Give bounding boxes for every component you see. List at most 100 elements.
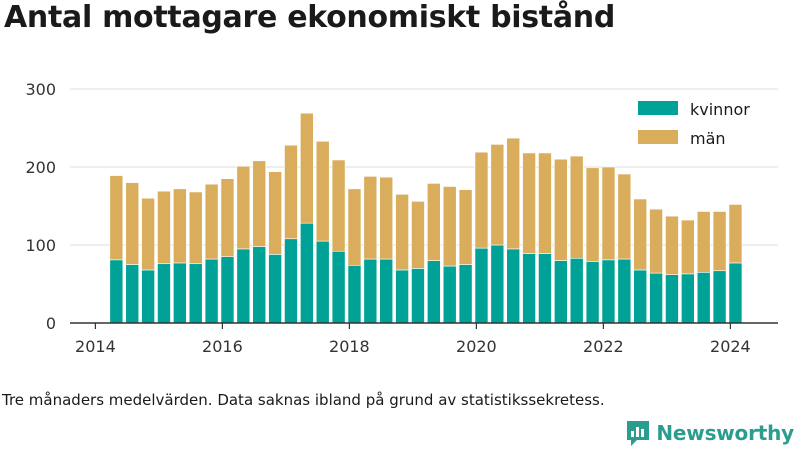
bar-kvinnor (538, 253, 552, 324)
bar-man (474, 151, 489, 249)
x-tick-label: 2016 (202, 337, 243, 356)
bar-kvinnor (585, 261, 600, 324)
bar-man (157, 190, 171, 265)
bar-kvinnor (125, 264, 140, 324)
bar-man (712, 211, 727, 272)
bar-kvinnor (109, 259, 124, 324)
bar-man (427, 183, 441, 261)
bar-man (554, 158, 568, 261)
bar-kvinnor (506, 248, 521, 324)
newsworthy-logo-icon (627, 421, 650, 446)
bar-man (490, 144, 505, 246)
bar-kvinnor (728, 262, 743, 324)
x-tick-label: 2018 (329, 337, 370, 356)
bar-man (236, 165, 251, 250)
bar-man (617, 173, 632, 260)
bar-kvinnor (490, 244, 505, 324)
legend-label-kvinnor: kvinnor (690, 100, 750, 119)
bar-man (458, 189, 473, 265)
bar-man (141, 197, 155, 271)
x-tick-label: 2014 (75, 337, 116, 356)
bar-kvinnor (696, 271, 711, 324)
y-tick-label: 0 (46, 314, 56, 333)
bar-man (347, 188, 362, 266)
bar-kvinnor (331, 250, 346, 324)
bar-kvinnor (315, 240, 330, 324)
x-tick-label: 2024 (710, 337, 751, 356)
bar-kvinnor (474, 247, 489, 324)
bar-man (585, 167, 600, 262)
x-axis (70, 322, 778, 329)
bar-kvinnor (395, 269, 409, 324)
bar-man (442, 186, 457, 267)
brand-logo: Newsworthy (625, 418, 794, 448)
bar-man (204, 183, 219, 260)
x-tick-label: 2022 (583, 337, 624, 356)
chart-title: Antal mottagare ekonomiskt bistånd (4, 0, 616, 35)
bars (109, 112, 743, 324)
x-tick-labels: 2014 2016 2018 2020 2022 2024 (75, 337, 751, 356)
bar-man (395, 194, 409, 271)
bar-kvinnor (188, 263, 203, 324)
bar-man (268, 171, 282, 255)
bar-man (173, 188, 187, 264)
bar-kvinnor (633, 269, 648, 324)
bar-man (649, 208, 663, 274)
y-tick-label: 100 (25, 236, 56, 255)
bar-man (411, 201, 425, 269)
footnote: Tre månaders medelvärden. Data saknas ib… (2, 391, 605, 409)
bar-man (331, 159, 346, 252)
bar-man (125, 182, 140, 265)
bar-kvinnor (220, 256, 235, 324)
bar-kvinnor (427, 260, 441, 324)
bar-kvinnor (363, 258, 378, 324)
brand-name: Newsworthy (656, 421, 794, 445)
bar-kvinnor (411, 268, 425, 324)
bar-kvinnor (347, 264, 362, 324)
bar-man (665, 215, 679, 275)
legend-swatch-kvinnor (638, 101, 678, 115)
bar-man (569, 155, 584, 259)
bar-man (363, 176, 378, 260)
bar-kvinnor (379, 258, 394, 324)
bar-man (109, 175, 124, 261)
bar-kvinnor (284, 238, 298, 324)
bar-man (506, 137, 521, 250)
bar-kvinnor (300, 222, 314, 324)
bar-man (728, 204, 743, 264)
bar-kvinnor (268, 254, 282, 324)
bar-kvinnor (681, 273, 695, 324)
bar-man (284, 144, 298, 240)
legend-swatch-man (638, 130, 678, 144)
y-tick-labels: 0 100 200 300 (25, 80, 56, 333)
bar-man (252, 160, 267, 247)
bar-man (315, 140, 330, 242)
bar-man (522, 152, 536, 254)
bar-man (601, 166, 616, 261)
bar-man (379, 176, 394, 260)
bar-man (681, 219, 695, 275)
bar-kvinnor (649, 272, 663, 324)
bar-kvinnor (665, 274, 679, 324)
bar-kvinnor (458, 264, 473, 324)
bar-kvinnor (442, 265, 457, 324)
bar-kvinnor (712, 270, 727, 324)
bar-man (696, 211, 711, 273)
bar-kvinnor (522, 253, 536, 324)
y-tick-label: 300 (25, 80, 56, 99)
stacked-bar-chart: 0 100 200 300 2014 2016 2018 2020 2022 2024 kvin… (25, 80, 778, 356)
bar-man (300, 112, 314, 224)
bar-kvinnor (252, 246, 267, 324)
bar-man (220, 178, 235, 257)
legend: kvinnor män (638, 100, 750, 148)
bar-kvinnor (236, 248, 251, 324)
bar-kvinnor (617, 258, 632, 324)
bar-man (538, 152, 552, 254)
bar-man (633, 198, 648, 271)
bar-kvinnor (173, 262, 187, 324)
legend-label-man: män (690, 129, 726, 148)
bar-kvinnor (601, 259, 616, 324)
bar-kvinnor (554, 260, 568, 324)
bar-kvinnor (204, 258, 219, 324)
bar-man (188, 191, 203, 265)
